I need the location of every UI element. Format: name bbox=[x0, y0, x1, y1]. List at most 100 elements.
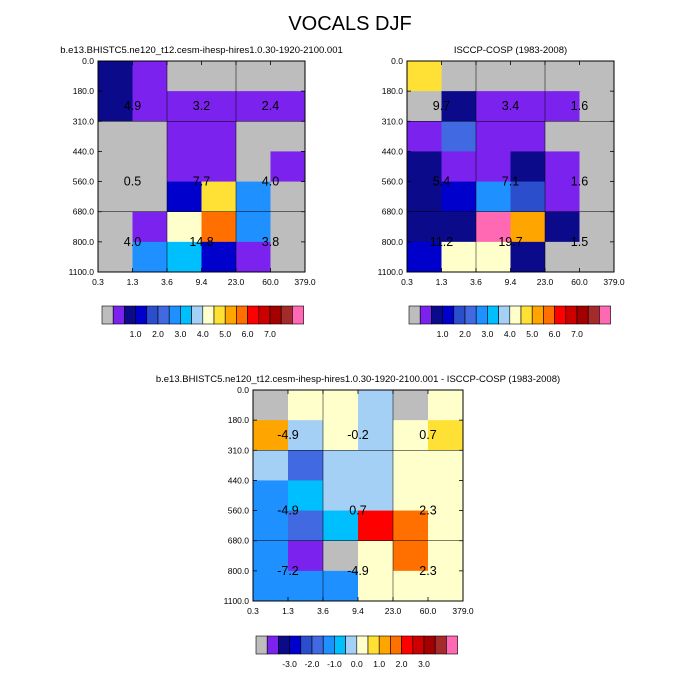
colorbar-label: -2.0 bbox=[305, 659, 320, 669]
x-tick-label: 9.4 bbox=[352, 606, 364, 616]
heatmap-cell bbox=[98, 241, 133, 273]
heatmap-cell bbox=[288, 390, 324, 421]
heatmap-cell bbox=[510, 211, 546, 243]
colorbar-swatch bbox=[311, 635, 324, 655]
heatmap-cell bbox=[132, 61, 168, 92]
colorbar-swatch bbox=[434, 635, 447, 655]
heatmap-cell bbox=[323, 450, 359, 481]
y-tick-label: 680.0 bbox=[73, 207, 95, 217]
box-label: 0.7 bbox=[349, 504, 366, 518]
heatmap-cell bbox=[323, 390, 359, 421]
colorbar-swatch bbox=[475, 305, 488, 325]
box-label: 2.3 bbox=[419, 564, 436, 578]
x-tick-label: 3.6 bbox=[161, 277, 173, 287]
heatmap-cell bbox=[441, 91, 477, 122]
colorbar-swatch bbox=[378, 635, 391, 655]
colorbar-label: 2.0 bbox=[396, 659, 408, 669]
heatmap-cell bbox=[236, 211, 271, 243]
box-label: 1.6 bbox=[571, 99, 588, 113]
colorbar-label: 3.0 bbox=[481, 329, 493, 339]
colorbar-swatch bbox=[442, 305, 455, 325]
heatmap-cell bbox=[407, 241, 442, 273]
colorbar-swatch bbox=[367, 635, 380, 655]
heatmap-cell bbox=[393, 390, 429, 421]
colorbar-label: 3.0 bbox=[174, 329, 186, 339]
y-tick-label: 440.0 bbox=[73, 146, 95, 156]
y-tick-label: 1100.0 bbox=[224, 596, 250, 606]
box-label: -4.9 bbox=[277, 428, 299, 442]
panels: b.e13.BHISTC5.ne120_t12.cesm-ihesp-hires… bbox=[60, 45, 625, 669]
box-label: 7.7 bbox=[193, 175, 210, 189]
box-label: 4.9 bbox=[124, 99, 141, 113]
heatmap-cell bbox=[393, 450, 429, 481]
colorbar-swatch bbox=[278, 635, 290, 655]
x-tick-label: 3.6 bbox=[470, 277, 482, 287]
colorbar-label: 4.0 bbox=[197, 329, 209, 339]
heatmap-cell bbox=[288, 480, 324, 511]
box-label: 5.4 bbox=[433, 175, 450, 189]
colorbar-label: 0.0 bbox=[351, 659, 363, 669]
colorbar-swatch bbox=[191, 305, 204, 325]
colorbar-swatch bbox=[334, 635, 346, 655]
heatmap-cell bbox=[288, 570, 324, 602]
heatmap-cell bbox=[358, 540, 394, 572]
heatmap-cell bbox=[98, 151, 133, 182]
heatmap-cell bbox=[393, 510, 429, 542]
heatmap-cell bbox=[236, 91, 271, 122]
heatmap-cell bbox=[288, 540, 324, 572]
colorbar-swatch bbox=[509, 305, 522, 325]
colorbar-label: -3.0 bbox=[282, 659, 297, 669]
heatmap-cell bbox=[428, 480, 464, 511]
heatmap-cell bbox=[510, 91, 546, 122]
figure-title: VOCALS DJF bbox=[288, 13, 411, 35]
x-tick-label: 379.0 bbox=[294, 277, 316, 287]
heatmap-cell bbox=[393, 570, 429, 602]
colorbar-swatch bbox=[565, 305, 578, 325]
heatmap-cell bbox=[545, 91, 580, 122]
heatmap-cell bbox=[288, 510, 324, 542]
colorbar-swatch bbox=[498, 305, 511, 325]
heatmap-cell bbox=[270, 121, 306, 152]
colorbar-swatch bbox=[280, 305, 293, 325]
box-label: 3.2 bbox=[193, 99, 210, 113]
panel-title: b.e13.BHISTC5.ne120_t12.cesm-ihesp-hires… bbox=[60, 45, 343, 56]
colorbar-swatch bbox=[322, 635, 335, 655]
heatmap-cell bbox=[323, 570, 359, 602]
colorbar-swatch bbox=[180, 305, 192, 325]
colorbar-swatch bbox=[576, 305, 589, 325]
heatmap-cell bbox=[132, 151, 168, 182]
heatmap-cell bbox=[510, 121, 546, 152]
y-tick-label: 680.0 bbox=[228, 536, 250, 546]
colorbar-swatch bbox=[401, 635, 414, 655]
heatmap-cell bbox=[358, 450, 394, 481]
y-tick-label: 180.0 bbox=[228, 415, 250, 425]
heatmap-cell bbox=[393, 480, 429, 511]
heatmap-cell bbox=[253, 420, 289, 451]
x-tick-label: 9.4 bbox=[196, 277, 208, 287]
heatmap-cell bbox=[167, 91, 202, 122]
y-tick-label: 560.0 bbox=[382, 177, 404, 187]
colorbar-swatch bbox=[431, 305, 443, 325]
box-label: -7.2 bbox=[277, 564, 299, 578]
colorbar-swatch bbox=[419, 305, 432, 325]
heatmap-cell bbox=[323, 480, 359, 511]
heatmap-cell bbox=[253, 390, 289, 421]
colorbar-swatch bbox=[423, 635, 436, 655]
heatmap-cell bbox=[428, 390, 464, 421]
y-tick-label: 1100.0 bbox=[69, 267, 95, 277]
heatmap-cell bbox=[236, 61, 271, 92]
colorbar-label: 1.0 bbox=[437, 329, 449, 339]
heatmap-cell bbox=[428, 420, 464, 451]
heatmap-cell bbox=[253, 540, 289, 572]
colorbar-label: 6.0 bbox=[242, 329, 254, 339]
heatmap-cell bbox=[510, 181, 546, 213]
heatmap-cell bbox=[407, 91, 442, 122]
heatmap-cell bbox=[323, 510, 359, 542]
heatmap-cell bbox=[545, 151, 580, 182]
colorbar-swatch bbox=[408, 305, 421, 325]
x-tick-label: 1.3 bbox=[127, 277, 139, 287]
colorbar-swatch bbox=[255, 635, 268, 655]
colorbar-swatch bbox=[520, 305, 533, 325]
heatmap-cell bbox=[579, 181, 615, 213]
colorbar-label: 1.0 bbox=[130, 329, 142, 339]
